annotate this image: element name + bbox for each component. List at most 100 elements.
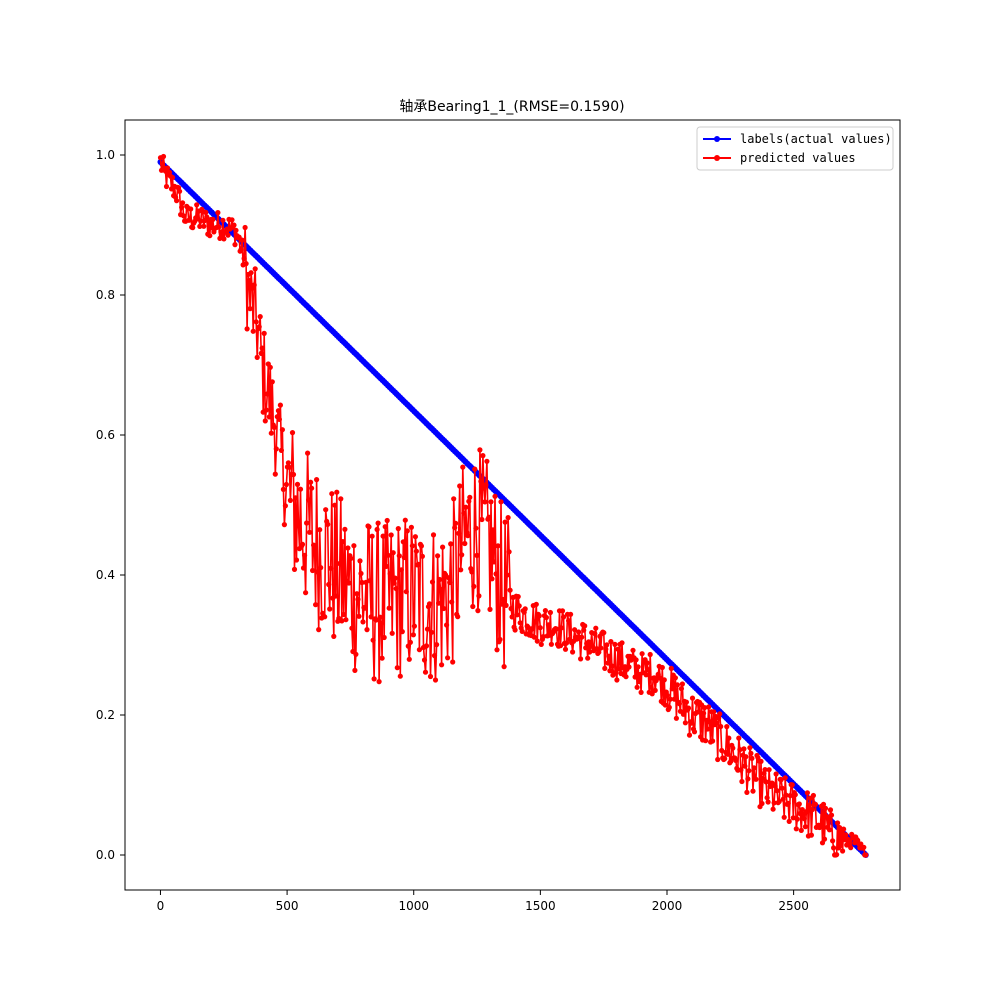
predicted-point (258, 350, 264, 356)
predicted-point (607, 668, 613, 674)
predicted-point (342, 526, 348, 532)
predicted-point (762, 767, 768, 773)
predicted-point (474, 552, 480, 559)
predicted-point (476, 593, 482, 599)
predicted-point (393, 586, 399, 592)
predicted-point (163, 183, 170, 190)
predicted-point (827, 807, 834, 813)
predicted-point (568, 611, 574, 617)
predicted-point (448, 541, 454, 547)
predicted-point (848, 845, 854, 851)
predicted-point (357, 558, 363, 564)
predicted-point (645, 667, 651, 673)
predicted-point (345, 545, 351, 551)
predicted-point (426, 601, 433, 607)
predicted-point (487, 606, 493, 613)
predicted-point (531, 634, 537, 640)
predicted-point (516, 603, 522, 609)
predicted-point (457, 483, 463, 489)
predicted-point (276, 416, 282, 422)
predicted-point (780, 796, 786, 802)
predicted-point (459, 552, 465, 558)
predicted-point (461, 510, 467, 516)
predicted-point (778, 777, 784, 783)
predicted-point (402, 517, 408, 523)
predicted-point (254, 354, 260, 360)
predicted-point (792, 792, 798, 798)
predicted-point (386, 605, 392, 611)
predicted-point (486, 514, 492, 520)
predicted-point (394, 665, 400, 671)
predicted-point (297, 486, 304, 492)
predicted-point (742, 763, 748, 769)
predicted-point (796, 801, 802, 807)
predicted-point (608, 639, 614, 645)
legend-label: predicted values (740, 151, 856, 165)
predicted-point (711, 709, 717, 715)
predicted-point (494, 647, 500, 653)
predicted-point (306, 497, 312, 503)
predicted-point (267, 364, 273, 370)
predicted-point (277, 402, 283, 408)
predicted-point (787, 793, 793, 799)
predicted-point (465, 533, 471, 539)
predicted-point (477, 447, 483, 453)
predicted-point (747, 745, 753, 751)
predicted-point (159, 161, 166, 167)
predicted-point (603, 646, 609, 652)
predicted-point (746, 768, 752, 774)
predicted-point (374, 526, 380, 533)
y-tick-label: 0.0 (96, 848, 115, 862)
predicted-point (427, 673, 434, 680)
predicted-point (633, 657, 639, 663)
predicted-point (379, 655, 385, 661)
predicted-point (198, 218, 204, 224)
predicted-point (782, 775, 788, 781)
predicted-point (758, 758, 764, 765)
predicted-point (307, 529, 313, 535)
predicted-point (409, 543, 415, 549)
predicted-point (450, 659, 456, 665)
predicted-point (385, 552, 391, 558)
predicted-point (745, 776, 751, 782)
predicted-point (652, 687, 658, 694)
predicted-point (536, 613, 542, 619)
predicted-point (508, 606, 514, 612)
predicted-point (773, 771, 779, 777)
predicted-point (401, 554, 407, 561)
predicted-point (540, 634, 547, 640)
predicted-point (315, 569, 321, 575)
x-tick-label: 2000 (652, 899, 683, 913)
predicted-point (503, 602, 509, 609)
legend-box (696, 126, 894, 171)
predicted-point (834, 852, 840, 858)
predicted-point (728, 758, 734, 764)
predicted-point (817, 822, 824, 829)
predicted-point (689, 695, 696, 701)
predicted-point (473, 525, 479, 531)
predicted-point (820, 801, 827, 807)
predicted-point (517, 620, 523, 626)
predicted-point (821, 836, 828, 842)
predicted-point (480, 453, 486, 459)
predicted-point (290, 471, 297, 478)
predicted-point (441, 605, 447, 612)
predicted-point (630, 647, 636, 653)
predicted-point (785, 800, 791, 806)
predicted-point (482, 499, 488, 505)
predicted-point (804, 790, 811, 796)
predicted-point (250, 328, 256, 334)
predicted-point (346, 580, 352, 586)
predicted-point (447, 579, 453, 586)
legend-swatch-marker (714, 136, 720, 142)
predicted-point (659, 664, 665, 671)
predicted-point (285, 460, 291, 466)
predicted-point (389, 630, 395, 636)
predicted-point (273, 446, 279, 452)
predicted-point (308, 479, 314, 485)
predicted-point (615, 646, 621, 652)
predicted-point (678, 686, 685, 692)
predicted-point (293, 557, 300, 563)
predicted-point (406, 656, 412, 662)
